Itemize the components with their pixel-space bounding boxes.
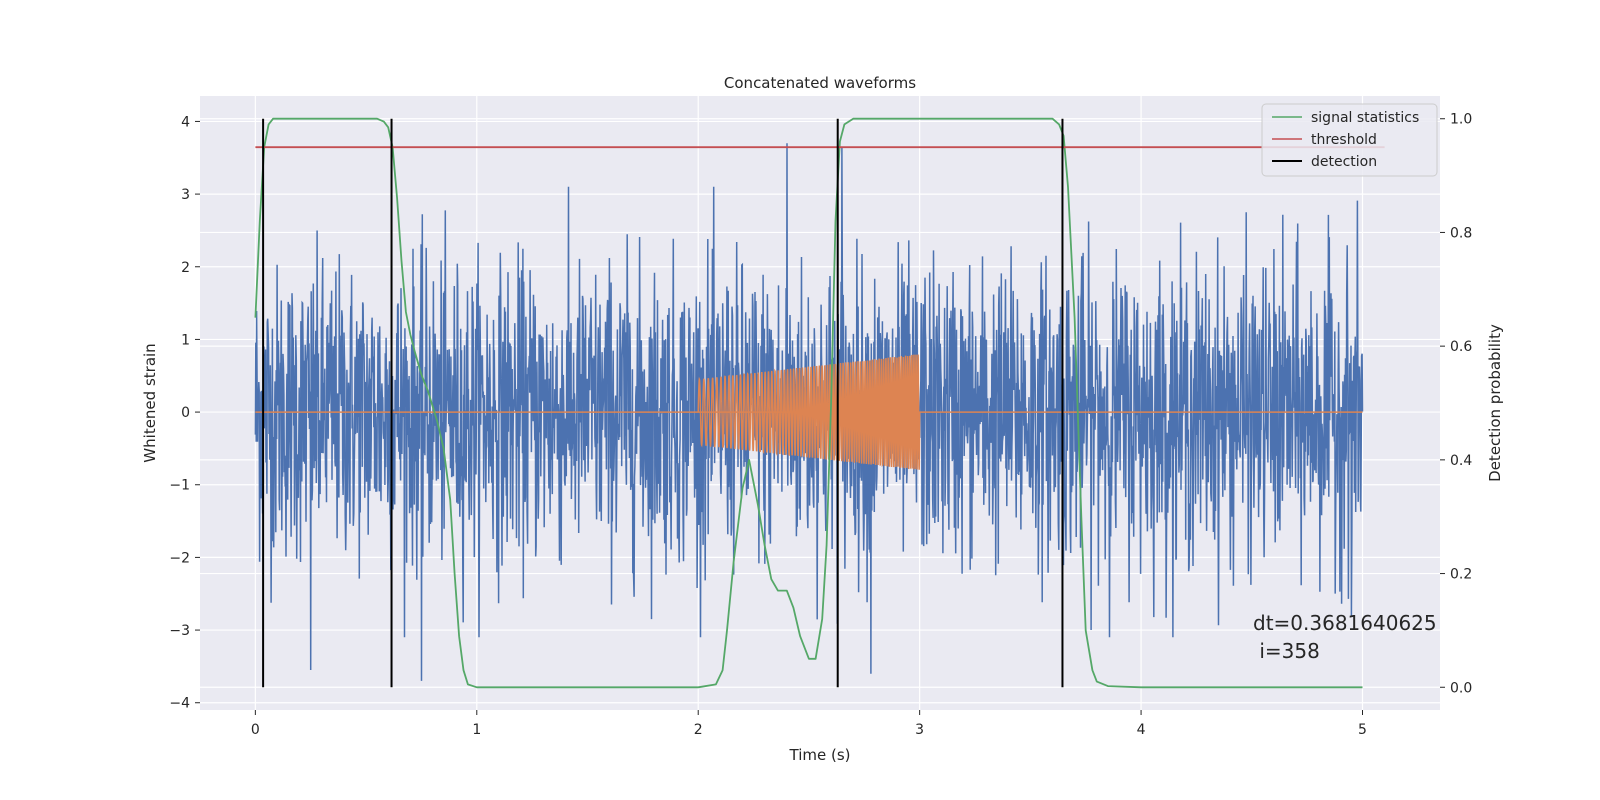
y-tick-label: −2	[169, 550, 190, 566]
annotation-index: i=358	[1253, 639, 1320, 663]
y-tick-label: 4	[181, 114, 190, 130]
x-tick-label: 0	[251, 722, 260, 738]
annotation-dt: dt=0.3681640625	[1253, 611, 1437, 635]
y-tick-label: 3	[181, 187, 190, 203]
y-tick-label: 1	[181, 332, 190, 348]
x-tick-label: 4	[1137, 722, 1146, 738]
legend-box	[1261, 103, 1438, 177]
y-tick-label: −3	[169, 623, 190, 639]
y-tick-label: −1	[169, 478, 190, 494]
y2-tick-label: 0.0	[1450, 680, 1472, 696]
y2-tick-label: 0.2	[1450, 567, 1472, 583]
legend-label-signal-statistics: signal statistics	[1311, 110, 1419, 126]
y2-axis-label: Detection probability	[1486, 324, 1504, 482]
x-tick-label: 5	[1358, 722, 1367, 738]
y-tick-label: −4	[169, 696, 190, 712]
y2-tick-label: 1.0	[1450, 112, 1472, 128]
annotation: dt=0.3681640625 i=358	[1253, 611, 1437, 663]
signal-statistics-line	[254, 117, 1363, 689]
injection-series-line	[697, 354, 921, 470]
legend-label-detection: detection	[1311, 154, 1377, 170]
x-tick-label: 1	[472, 722, 481, 738]
y2-tick-label: 0.6	[1450, 339, 1472, 355]
y-tick-label: 0	[181, 405, 190, 421]
x-tick-label: 3	[915, 722, 924, 738]
y2-tick-label: 0.4	[1450, 453, 1472, 469]
legend-label-threshold: threshold	[1311, 132, 1377, 148]
chart-title: Concatenated waveforms	[724, 74, 916, 92]
grid	[200, 96, 1440, 710]
legend: signal statistics threshold detection	[1261, 103, 1438, 177]
y-axis-label: Whitened strain	[141, 343, 159, 462]
x-axis-label: Time (s)	[789, 746, 851, 764]
y-tick-label: 2	[181, 260, 190, 276]
y2-tick-label: 0.8	[1450, 225, 1472, 241]
x-tick-label: 2	[694, 722, 703, 738]
